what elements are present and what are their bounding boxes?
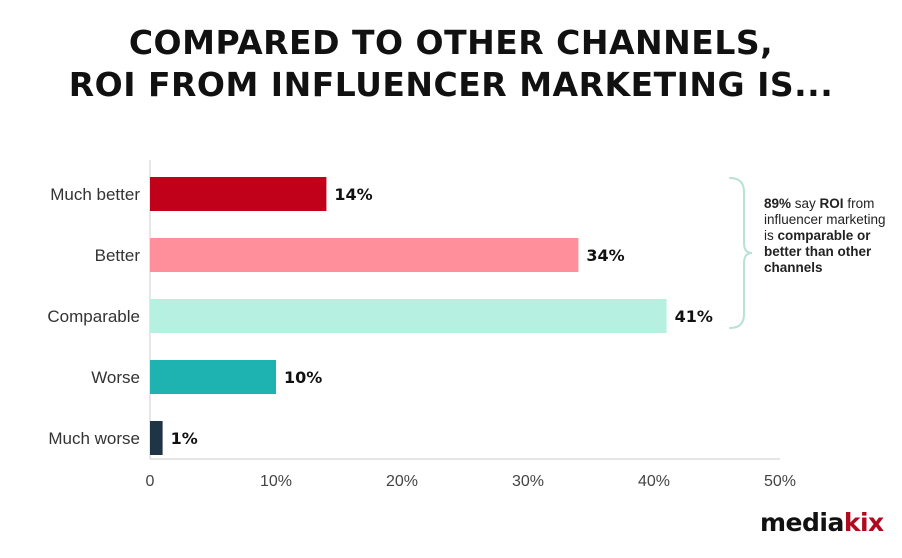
value-label-4: 1% (171, 429, 198, 448)
category-label-4: Much worse (48, 429, 140, 448)
x-tick-label-2: 20% (386, 473, 418, 490)
logo-media: media (760, 508, 844, 537)
annotation-bracket (729, 177, 753, 329)
bar-0 (150, 177, 327, 211)
bar-3 (150, 360, 276, 394)
annotation-from: from influencer marketing is (764, 196, 886, 243)
x-tick-label-3: 30% (512, 473, 544, 490)
x-tick-label-1: 10% (260, 473, 292, 490)
annotation-say: say (791, 196, 820, 211)
annotation-pct: 89% (764, 196, 792, 211)
bar-1 (150, 238, 579, 272)
chart-title-line-1: COMPARED TO OTHER CHANNELS, (128, 23, 774, 62)
mediakix-logo: mediakix (760, 508, 884, 537)
chart-title-line-2: ROI FROM INFLUENCER MARKETING IS... (68, 65, 834, 104)
value-label-0: 14% (334, 185, 372, 204)
bar-4 (150, 421, 163, 455)
annotation-roi: ROI (819, 196, 844, 211)
value-label-2: 41% (675, 307, 713, 326)
value-label-1: 34% (586, 246, 624, 265)
chart-title: COMPARED TO OTHER CHANNELS, ROI FROM INF… (0, 22, 902, 106)
x-tick-label-0: 0 (146, 473, 155, 490)
logo-kix: kix (843, 508, 884, 537)
bar-2 (150, 299, 667, 333)
category-label-2: Comparable (47, 307, 140, 326)
x-tick-group: 0 10% 20% 30% 40% 50% (146, 473, 796, 490)
annotation-bold: comparable or better than other channels (764, 228, 872, 275)
annotation-note: 89% say ROI from influencer marketing is… (764, 196, 894, 276)
category-label-3: Worse (91, 368, 140, 387)
x-tick-label-4: 40% (638, 473, 670, 490)
category-label-0: Much better (50, 185, 140, 204)
value-label-3: 10% (284, 368, 322, 387)
x-tick-label-5: 50% (764, 473, 796, 490)
category-label-1: Better (95, 246, 141, 265)
bar-group: Much better 14% Better 34% Comparable 41% Wors… (47, 177, 713, 455)
